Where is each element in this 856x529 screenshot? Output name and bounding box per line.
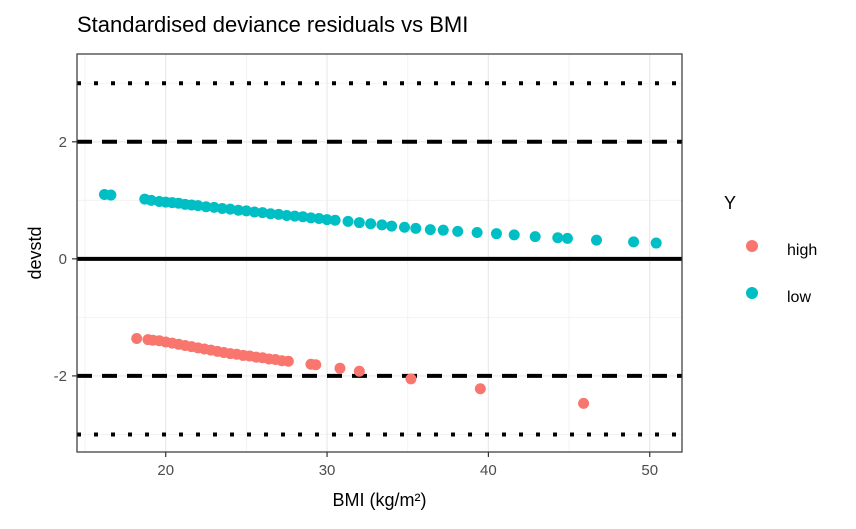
y-axis-title: devstd (25, 226, 45, 279)
data-point-low (232, 204, 244, 216)
data-point-low (248, 206, 260, 218)
y-axis: -2 0 2 (54, 134, 77, 385)
data-point-high (405, 373, 417, 385)
data-point-low (386, 220, 398, 232)
data-point-high (353, 365, 365, 377)
legend-key-high (746, 240, 758, 252)
plot-border (76, 53, 683, 453)
data-point-low (399, 221, 411, 233)
data-point-low (552, 232, 564, 244)
legend-label-high: high (787, 242, 817, 259)
data-point-low (105, 189, 117, 201)
data-point-low (342, 215, 354, 227)
legend-label-low: low (787, 289, 811, 306)
data-point-low (273, 208, 285, 220)
data-point-low (529, 231, 541, 243)
data-point-low (297, 211, 309, 223)
chart-title: Standardised deviance residuals vs BMI (77, 12, 468, 37)
data-point-high (578, 397, 590, 409)
plot-background (77, 54, 682, 452)
y-tick-label: -2 (54, 368, 67, 385)
legend-title: Y (724, 193, 736, 213)
plot-panel (76, 53, 683, 453)
data-point-low (192, 200, 204, 212)
x-tick-label: 30 (319, 462, 336, 479)
data-point-low (471, 227, 483, 239)
data-point-low (437, 224, 449, 236)
data-point-low (240, 205, 252, 217)
x-axis: 20 30 40 50 (157, 452, 658, 479)
data-point-low (321, 214, 333, 226)
data-point-high (474, 383, 486, 395)
data-point-low (224, 203, 236, 215)
data-point-low (353, 217, 365, 229)
x-axis-title: BMI (kg/m²) (333, 490, 427, 510)
x-tick-label: 40 (480, 462, 497, 479)
data-point-low (313, 212, 325, 224)
x-tick-label: 20 (157, 462, 174, 479)
data-point-low (650, 237, 662, 249)
data-point-low (561, 232, 573, 244)
data-point-low (508, 229, 520, 241)
data-point-low (365, 218, 377, 230)
data-point-high (310, 359, 322, 371)
y-tick-label: 0 (59, 251, 67, 268)
data-point-low (590, 234, 602, 246)
legend: Y high low (724, 193, 817, 306)
data-point-low (490, 228, 502, 240)
legend-key-low (746, 287, 758, 299)
data-point-low (145, 194, 157, 206)
data-point-low (305, 212, 317, 224)
data-point-low (424, 224, 436, 236)
reference-lines (77, 81, 682, 437)
data-point-low (200, 201, 212, 213)
data-point-low (452, 225, 464, 237)
data-point-low (329, 214, 341, 226)
y-tick-label: 2 (59, 134, 67, 151)
data-point-low (257, 207, 269, 219)
x-tick-label: 50 (641, 462, 658, 479)
data-point-high (131, 332, 143, 344)
data-point-low (289, 210, 301, 222)
data-point-low (281, 210, 293, 222)
data-point-low (208, 201, 220, 213)
data-point-low (376, 219, 388, 231)
data-point-high (282, 355, 294, 367)
data-point-high (334, 362, 346, 374)
data-point-low (410, 222, 422, 234)
data-point-low (265, 208, 277, 220)
data-points (98, 188, 662, 409)
data-point-low (628, 236, 640, 248)
data-point-low (216, 203, 228, 215)
